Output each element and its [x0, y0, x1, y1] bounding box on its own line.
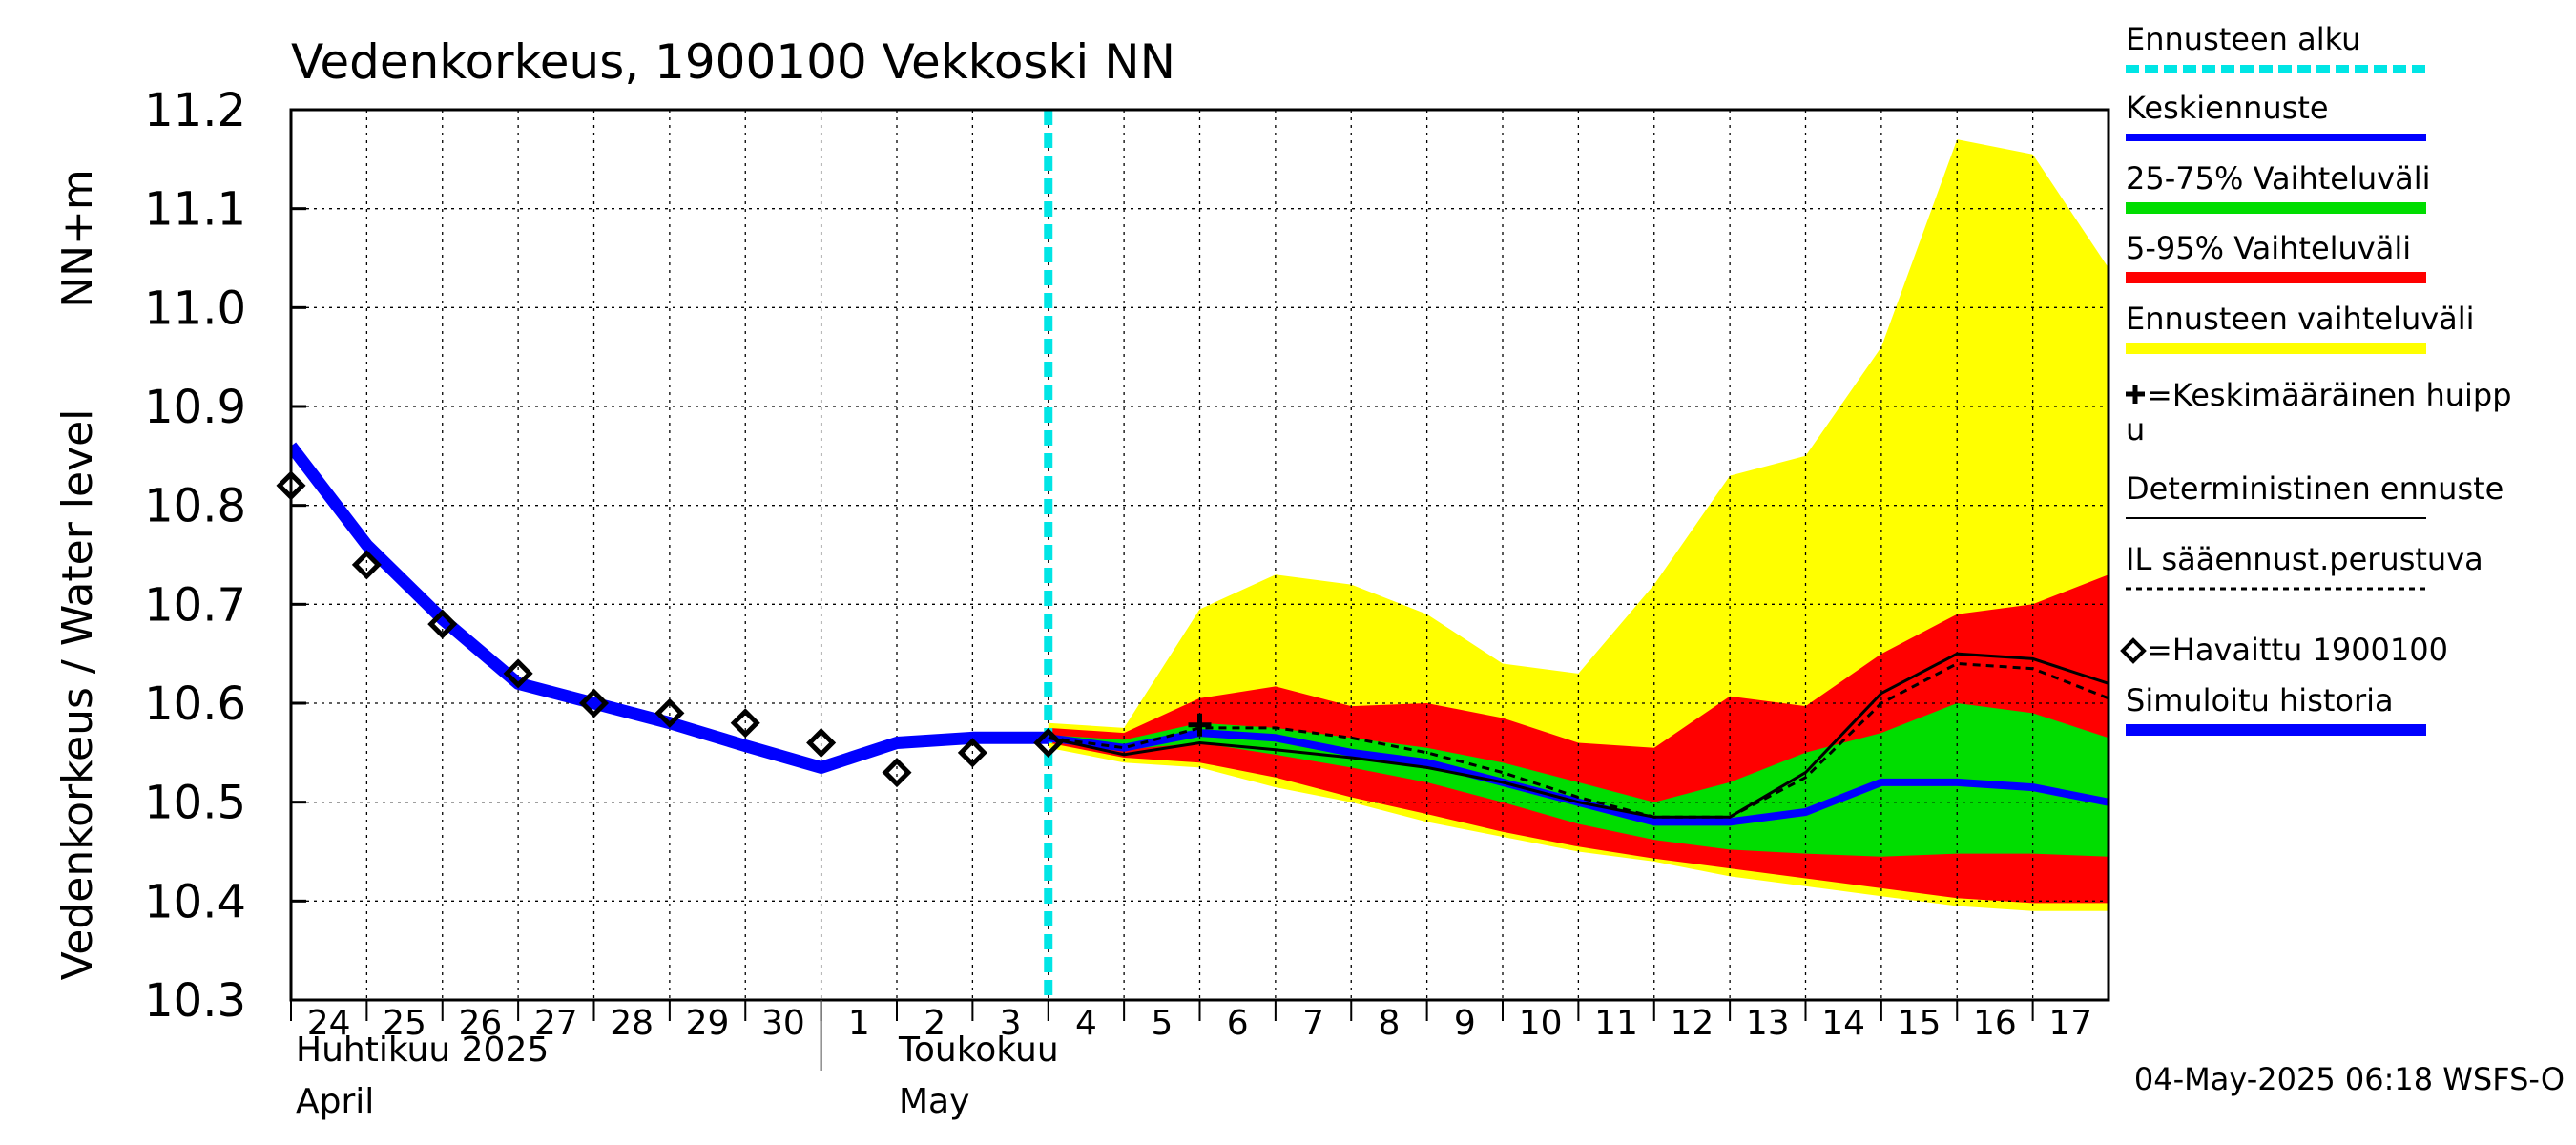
x-tick-label: 26 — [459, 1004, 503, 1043]
legend-entry: 5-95% Vaihteluväli — [2126, 230, 2426, 283]
legend-entry: IL sääennust.perustuva — [2126, 541, 2483, 591]
x-tick-label: 12 — [1671, 1004, 1714, 1043]
legend-label: =Keskimääräinen huipp — [2147, 377, 2512, 413]
x-tick-label: 29 — [686, 1004, 730, 1043]
observed-point — [957, 738, 987, 768]
legend-entry: Ennusteen vaihteluväli — [2126, 301, 2475, 354]
y-tick-label: 10.8 — [144, 480, 246, 533]
observed-point — [351, 550, 382, 580]
month-label-april-fi: Huhtikuu 2025 — [296, 1030, 549, 1070]
x-tick-label: 30 — [761, 1004, 805, 1043]
x-tick-label: 2 — [924, 1004, 945, 1043]
x-tick-label: 10 — [1519, 1004, 1563, 1043]
axes: 10.3 10.4 10.5 10.6 10.7 10.8 10.9 11.0 11.1 11.2… — [144, 84, 2110, 1121]
mean-peak-marker — [1188, 713, 1212, 737]
x-tick-label: 24 — [307, 1004, 351, 1043]
legend-label: IL sääennust.perustuva — [2126, 541, 2483, 577]
observed-point — [654, 697, 685, 728]
y-tick-label: 11.2 — [144, 84, 246, 137]
legend-entry: Keskiennuste — [2126, 90, 2426, 141]
x-tick-label: 7 — [1302, 1004, 1324, 1043]
y-tick-label: 10.9 — [144, 381, 246, 434]
x-tick-label: 15 — [1898, 1004, 1942, 1043]
y-tick-label: 10.6 — [144, 677, 246, 731]
x-tick-label: 11 — [1594, 1004, 1638, 1043]
observed-point — [427, 609, 458, 639]
x-tick-label: 16 — [1973, 1004, 2017, 1043]
legend-entry: Ennusteen alku — [2126, 21, 2426, 73]
legend-label: 5-95% Vaihteluväli — [2126, 230, 2411, 266]
legend-label: =Havaittu 1900100 — [2147, 632, 2448, 668]
y-tick-label: 11.1 — [144, 183, 246, 237]
x-tick-label: 28 — [610, 1004, 654, 1043]
observed-point — [1033, 727, 1064, 759]
x-tick-label: 1 — [848, 1004, 870, 1043]
observed-point — [730, 708, 760, 739]
month-label-may-en: May — [899, 1082, 969, 1121]
y-tick-label: 10.5 — [144, 777, 246, 830]
x-tick-label: 8 — [1378, 1004, 1400, 1043]
legend-label: Deterministinen ennuste — [2126, 470, 2503, 507]
legend-plus-symbol — [2126, 385, 2145, 404]
y-tick-label: 10.4 — [144, 875, 246, 928]
plot-area — [276, 109, 2109, 1000]
x-tick-label: 3 — [1000, 1004, 1022, 1043]
y-axis-label: Vedenkorkeus / Water level — [53, 409, 102, 981]
legend-label: Ennusteen alku — [2126, 21, 2360, 57]
observed-point — [882, 758, 912, 788]
observed-point — [578, 688, 610, 718]
series-deterministic — [1048, 652, 2109, 819]
x-tick-label: 4 — [1075, 1004, 1097, 1043]
observed-point — [806, 727, 837, 759]
observed-point — [503, 658, 533, 689]
x-tick-label: 17 — [2048, 1004, 2092, 1043]
month-label-april-en: April — [296, 1082, 374, 1121]
y-tick-label: 10.3 — [144, 974, 246, 1028]
legend-label: 25-75% Vaihteluväli — [2126, 160, 2430, 197]
legend-entry: Simuloitu historia — [2126, 682, 2426, 736]
legend-label: Keskiennuste — [2126, 90, 2329, 126]
legend-diamond-symbol — [2120, 637, 2147, 664]
legend-label: Simuloitu historia — [2126, 682, 2394, 718]
x-tick-label: 14 — [1821, 1004, 1865, 1043]
x-tick-label: 5 — [1151, 1004, 1173, 1043]
chart-title: Vedenkorkeus, 1900100 Vekkoski NN — [291, 34, 1175, 90]
legend-entry: =Havaittu 1900100 — [2120, 632, 2448, 668]
y-tick-label: 11.0 — [144, 281, 246, 335]
y-tick-label: 10.7 — [144, 578, 246, 632]
timestamp-label: 04-May-2025 06:18 WSFS-O — [2134, 1061, 2565, 1097]
x-tick-label: 25 — [383, 1004, 426, 1043]
plot-content — [291, 109, 2109, 1000]
x-tick-label: 9 — [1454, 1004, 1476, 1043]
x-tick-label: 13 — [1746, 1004, 1790, 1043]
legend: Ennusteen alku Keskiennuste 25-75% Vaihtel… — [2120, 21, 2512, 736]
x-tick-label: 6 — [1227, 1004, 1249, 1043]
legend-label: Ennusteen vaihteluväli — [2126, 301, 2475, 337]
legend-entry: Deterministinen ennuste — [2126, 470, 2503, 519]
month-label-may-fi: Toukokuu — [898, 1030, 1059, 1070]
legend-label-cont: u — [2126, 411, 2145, 448]
series-il-forecast — [1048, 661, 2109, 819]
legend-entry: 25-75% Vaihteluväli — [2126, 160, 2430, 214]
x-tick-label: 27 — [534, 1004, 578, 1043]
y-axis-unit: NN+m — [53, 169, 102, 308]
